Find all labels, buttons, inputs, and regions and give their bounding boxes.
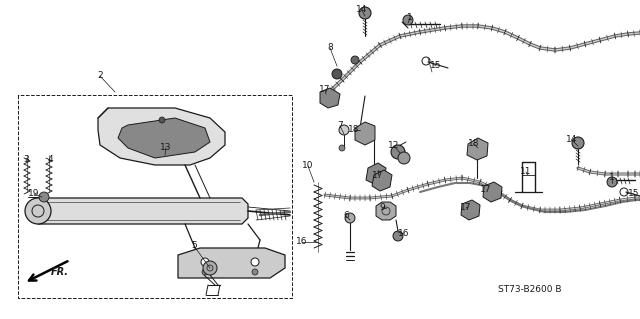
Polygon shape xyxy=(355,122,375,145)
Text: 16: 16 xyxy=(296,238,308,247)
Text: 18: 18 xyxy=(468,139,480,149)
Circle shape xyxy=(393,231,403,241)
Text: 11: 11 xyxy=(520,167,532,176)
Text: 4: 4 xyxy=(47,155,53,165)
Text: 13: 13 xyxy=(160,144,172,152)
Polygon shape xyxy=(98,108,225,165)
Text: 9: 9 xyxy=(379,204,385,212)
Polygon shape xyxy=(118,118,210,158)
Polygon shape xyxy=(483,182,502,202)
Text: 8: 8 xyxy=(327,43,333,53)
Circle shape xyxy=(398,152,410,164)
Text: 17: 17 xyxy=(480,186,492,195)
Text: 2: 2 xyxy=(97,71,103,80)
Text: 1: 1 xyxy=(609,174,615,182)
Circle shape xyxy=(202,269,208,275)
Text: 5: 5 xyxy=(191,241,197,250)
Circle shape xyxy=(607,177,617,187)
Polygon shape xyxy=(366,163,386,184)
Circle shape xyxy=(159,117,165,123)
Text: 18: 18 xyxy=(348,125,360,135)
Circle shape xyxy=(572,137,584,149)
Polygon shape xyxy=(178,248,285,278)
Circle shape xyxy=(391,145,405,159)
Circle shape xyxy=(332,69,342,79)
Text: 17: 17 xyxy=(372,170,384,180)
Text: 12: 12 xyxy=(388,142,400,151)
Text: 17: 17 xyxy=(460,204,472,212)
Text: 14: 14 xyxy=(566,136,578,145)
Polygon shape xyxy=(461,200,480,220)
Text: 19: 19 xyxy=(28,189,40,198)
Text: 6: 6 xyxy=(343,211,349,220)
Circle shape xyxy=(25,198,51,224)
Circle shape xyxy=(359,7,371,19)
Circle shape xyxy=(339,145,345,151)
Circle shape xyxy=(403,15,413,25)
Polygon shape xyxy=(38,198,248,224)
Circle shape xyxy=(251,258,259,266)
Text: 7: 7 xyxy=(337,122,343,130)
Text: 15: 15 xyxy=(430,62,442,70)
Circle shape xyxy=(252,269,258,275)
Circle shape xyxy=(39,192,49,202)
Text: 10: 10 xyxy=(302,161,314,170)
Text: 3: 3 xyxy=(23,155,29,165)
Text: 1: 1 xyxy=(407,13,413,23)
Text: 14: 14 xyxy=(356,5,368,14)
Circle shape xyxy=(351,56,359,64)
Polygon shape xyxy=(376,202,396,220)
Text: ST73-B2600 B: ST73-B2600 B xyxy=(499,286,562,294)
Polygon shape xyxy=(467,138,488,160)
Polygon shape xyxy=(320,88,340,108)
Polygon shape xyxy=(372,170,392,191)
Text: FR.: FR. xyxy=(51,267,69,277)
Text: 15: 15 xyxy=(628,189,640,198)
Text: 17: 17 xyxy=(319,85,331,94)
Circle shape xyxy=(345,213,355,223)
Circle shape xyxy=(203,261,217,275)
Circle shape xyxy=(201,258,209,266)
Circle shape xyxy=(339,125,349,135)
Text: 16: 16 xyxy=(398,229,410,239)
